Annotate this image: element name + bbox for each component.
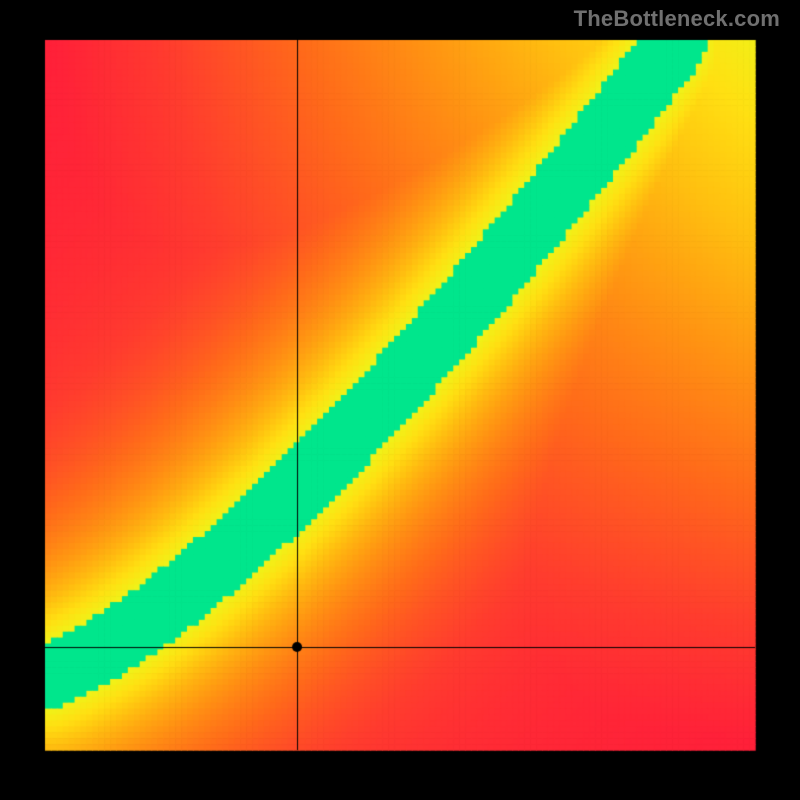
watermark-label: TheBottleneck.com [574, 6, 780, 32]
bottleneck-heatmap [0, 0, 800, 800]
figure-container: TheBottleneck.com [0, 0, 800, 800]
